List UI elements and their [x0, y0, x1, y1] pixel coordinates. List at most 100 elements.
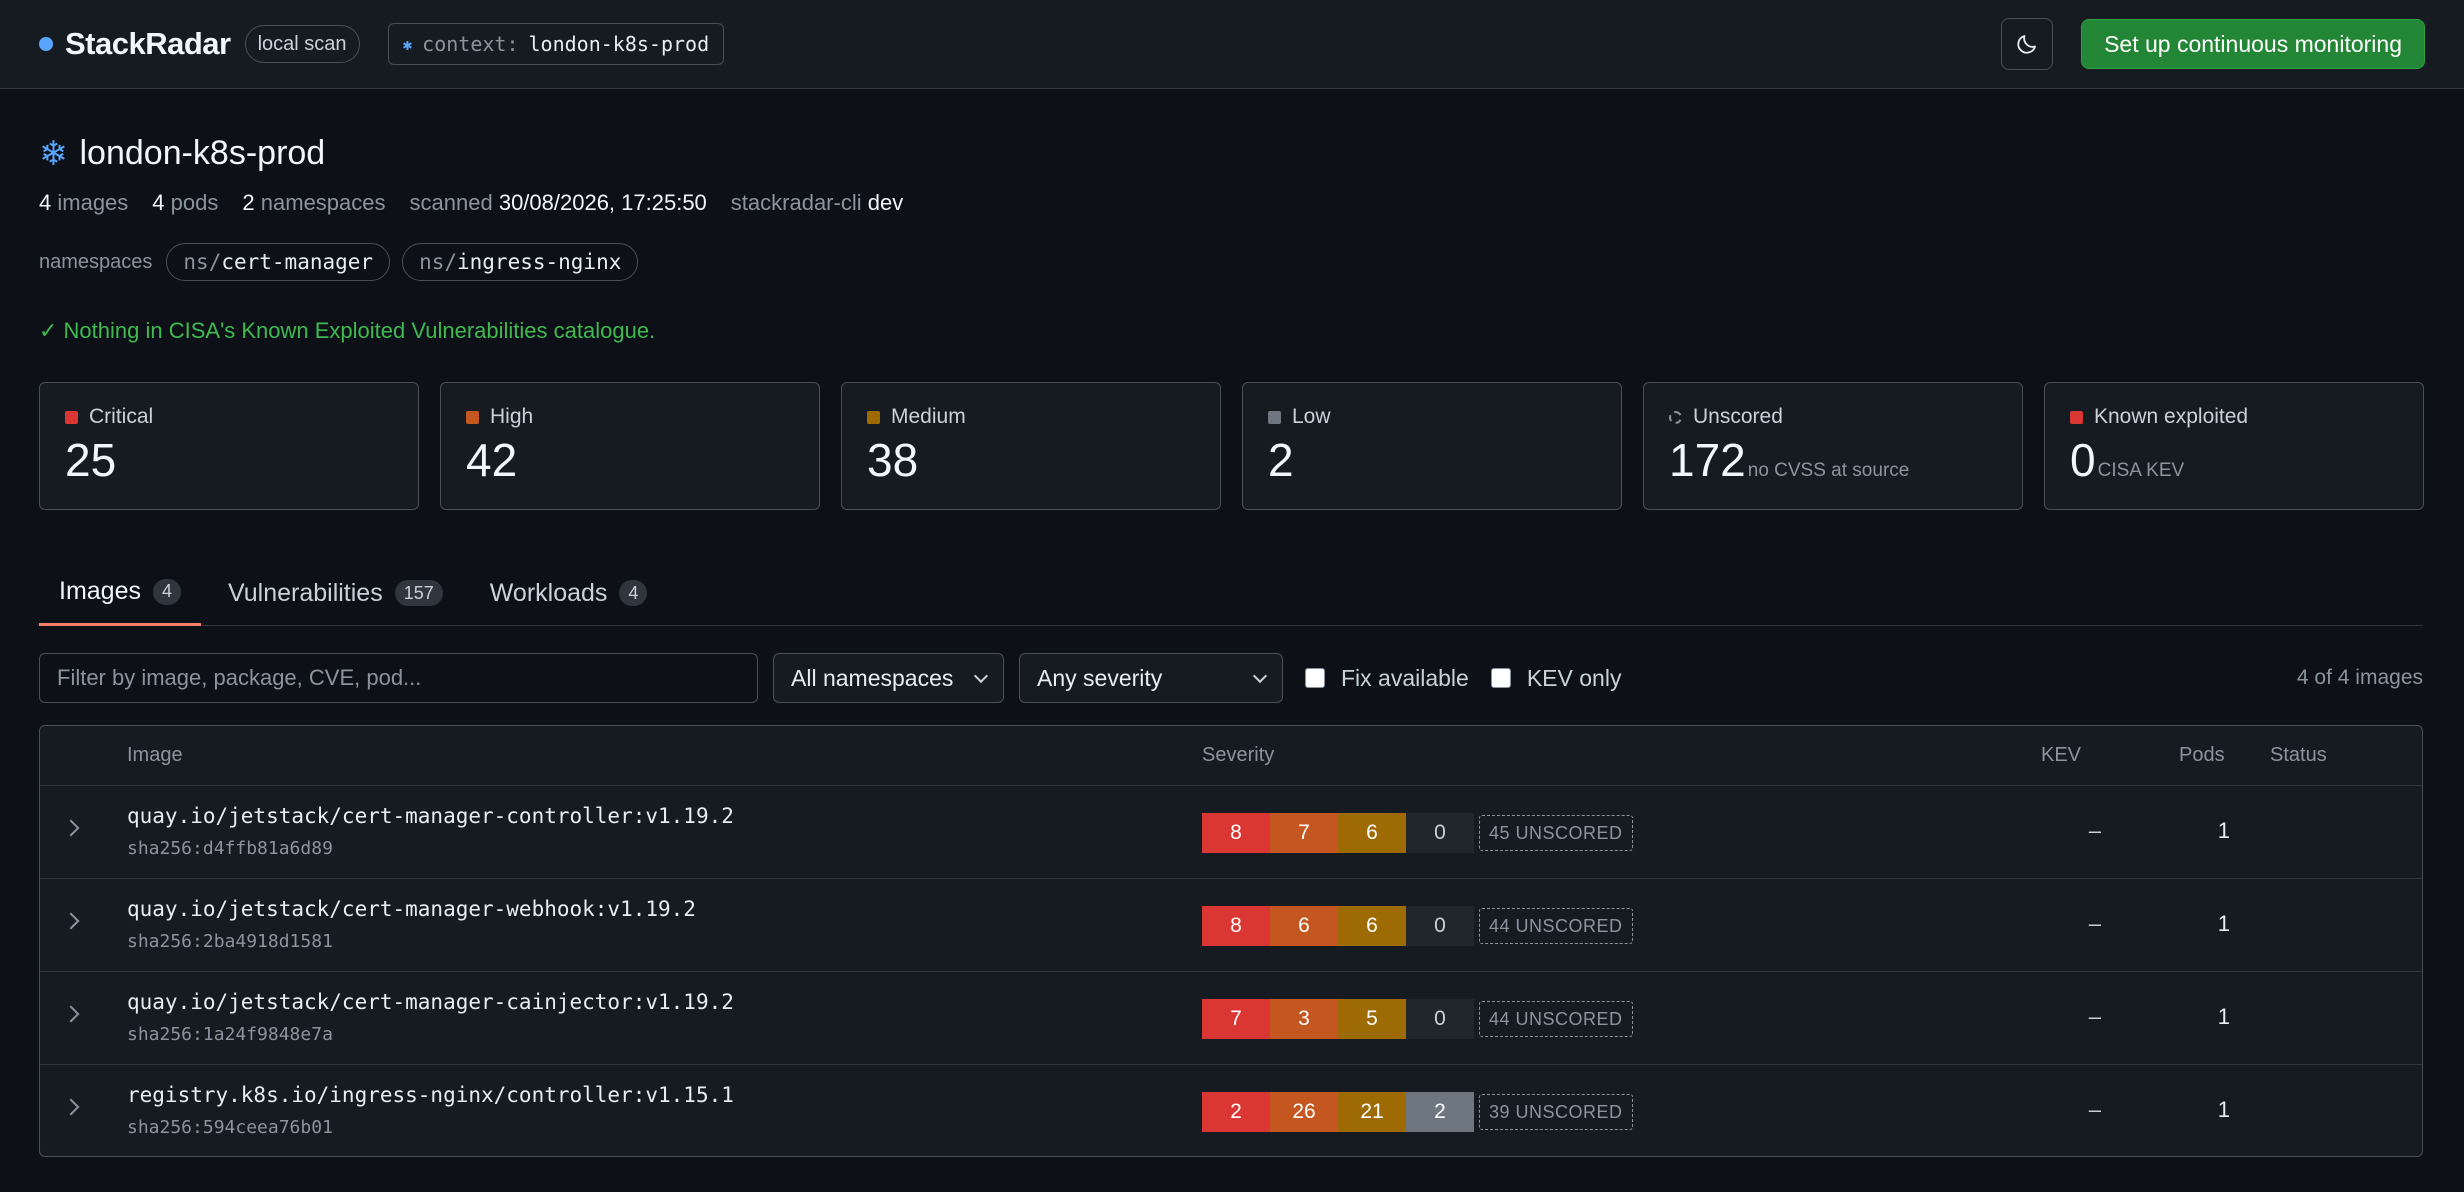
- search-input[interactable]: [39, 653, 758, 703]
- critical-swatch-icon: [65, 410, 78, 424]
- moon-icon: [2017, 35, 2036, 54]
- critical-count: 7: [1202, 999, 1270, 1039]
- pods-value: 1: [2217, 1004, 2230, 1029]
- context-pill[interactable]: ✱ context: london-k8s-prod: [387, 23, 725, 65]
- medium-count: 6: [1338, 906, 1406, 946]
- kev-swatch-icon: [2070, 410, 2083, 424]
- chevron-right-icon[interactable]: [62, 1005, 80, 1023]
- chevron-down-icon: [1252, 668, 1268, 683]
- image-name: registry.k8s.io/ingress-nginx/controller…: [127, 1083, 734, 1107]
- table-row[interactable]: quay.io/jetstack/cert-manager-cainjector…: [40, 972, 2422, 1065]
- high-count: 26: [1270, 1092, 1338, 1132]
- chevron-right-icon[interactable]: [62, 819, 80, 837]
- context-value: london-k8s-prod: [528, 32, 710, 56]
- low-count: 0: [1406, 813, 1474, 853]
- brand-name[interactable]: StackRadar: [65, 26, 231, 61]
- brand-dot-icon: [39, 37, 53, 51]
- high-count: 7: [1270, 813, 1338, 853]
- severity-select[interactable]: Any severity: [1019, 653, 1283, 703]
- low-count: 2: [1406, 1092, 1474, 1132]
- namespaces-row: namespaces ns/cert-manager ns/ingress-ng…: [39, 243, 650, 281]
- stat-card-critical[interactable]: Critical 25: [39, 382, 419, 510]
- critical-count: 2: [1202, 1092, 1270, 1132]
- table-row[interactable]: quay.io/jetstack/cert-manager-controller…: [40, 786, 2422, 879]
- kev-value: –: [2088, 818, 2101, 843]
- tab-images[interactable]: Images 4: [39, 560, 201, 626]
- column-severity[interactable]: Severity: [1202, 744, 1275, 766]
- meta-scanned: scanned 30/08/2026, 17:25:50: [409, 190, 707, 215]
- table-row[interactable]: registry.k8s.io/ingress-nginx/controller…: [40, 1065, 2422, 1156]
- page-title-row: ❄ london-k8s-prod: [39, 134, 325, 173]
- meta-cli: stackradar-cli dev: [730, 190, 904, 215]
- column-kev[interactable]: KEV: [2041, 744, 2082, 766]
- low-count: 0: [1406, 906, 1474, 946]
- image-digest: sha256:2ba4918d1581: [127, 931, 333, 952]
- high-count: 6: [1270, 906, 1338, 946]
- pods-value: 1: [2217, 1097, 2230, 1122]
- kev-value: –: [2088, 1004, 2101, 1029]
- setup-monitoring-button[interactable]: Set up continuous monitoring: [2081, 19, 2425, 69]
- kubernetes-icon: ✱: [402, 34, 413, 54]
- cluster-meta: 4 images 4 pods 2 namespaces scanned 30/…: [39, 190, 927, 216]
- table-row[interactable]: quay.io/jetstack/cert-manager-webhook:v1…: [40, 879, 2422, 972]
- images-table: Image Severity KEV Pods Status quay.io/j…: [39, 725, 2423, 1157]
- context-key: context:: [422, 32, 519, 56]
- severity-bar: 8 7 6 0 45 UNSCORED: [1202, 813, 1633, 853]
- chevron-down-icon: [973, 668, 989, 683]
- local-scan-badge: local scan: [244, 25, 360, 63]
- namespaces-label: namespaces: [39, 250, 153, 273]
- unscored-count: 45 UNSCORED: [1479, 815, 1633, 851]
- high-swatch-icon: [466, 410, 479, 424]
- table-header: Image Severity KEV Pods Status: [40, 726, 2422, 786]
- kev-value: –: [2088, 911, 2101, 936]
- stat-card-medium[interactable]: Medium 38: [841, 382, 1221, 510]
- top-header: StackRadar local scan ✱ context: london-…: [0, 0, 2464, 89]
- severity-bar: 7 3 5 0 44 UNSCORED: [1202, 999, 1633, 1039]
- checkbox-box[interactable]: [1490, 668, 1511, 688]
- column-image[interactable]: Image: [127, 744, 183, 766]
- filter-bar: All namespaces Any severity Fix availabl…: [39, 653, 2423, 703]
- fix-available-checkbox[interactable]: Fix available: [1305, 665, 1469, 692]
- pods-value: 1: [2217, 818, 2230, 843]
- stat-card-low[interactable]: Low 2: [1242, 382, 1622, 510]
- medium-count: 21: [1338, 1092, 1406, 1132]
- theme-toggle-button[interactable]: [2001, 18, 2054, 70]
- severity-stats: Critical 25 High 42 Medium 38 Low 2 Unsc…: [39, 382, 2424, 510]
- page-title: london-k8s-prod: [79, 134, 326, 172]
- result-count: 4 of 4 images: [2296, 666, 2423, 689]
- namespace-select[interactable]: All namespaces: [773, 653, 1004, 703]
- image-name: quay.io/jetstack/cert-manager-cainjector…: [127, 990, 734, 1014]
- medium-count: 6: [1338, 813, 1406, 853]
- chevron-right-icon[interactable]: [62, 912, 80, 930]
- severity-bar: 8 6 6 0 44 UNSCORED: [1202, 906, 1633, 946]
- critical-count: 8: [1202, 906, 1270, 946]
- tab-workloads[interactable]: Workloads 4: [470, 560, 668, 626]
- image-digest: sha256:594ceea76b01: [127, 1117, 333, 1138]
- view-tabs: Images 4 Vulnerabilities 157 Workloads 4: [39, 560, 2423, 626]
- image-name: quay.io/jetstack/cert-manager-webhook:v1…: [127, 897, 696, 921]
- tab-count: 157: [394, 580, 443, 606]
- low-count: 0: [1406, 999, 1474, 1039]
- image-digest: sha256:d4ffb81a6d89: [127, 838, 333, 859]
- low-swatch-icon: [1268, 410, 1281, 424]
- checkbox-box[interactable]: [1305, 668, 1325, 688]
- medium-count: 5: [1338, 999, 1406, 1039]
- medium-swatch-icon: [867, 410, 880, 424]
- namespace-chip[interactable]: ns/ingress-nginx: [402, 243, 639, 281]
- column-status[interactable]: Status: [2270, 744, 2327, 766]
- meta-pods: 4 pods: [152, 190, 219, 215]
- chevron-right-icon[interactable]: [62, 1098, 80, 1116]
- stat-card-known-exploited[interactable]: Known exploited 0 CISA KEV: [2044, 382, 2424, 510]
- unscored-count: 44 UNSCORED: [1479, 1001, 1633, 1037]
- kev-only-checkbox[interactable]: KEV only: [1490, 665, 1621, 692]
- column-pods[interactable]: Pods: [2179, 744, 2225, 766]
- stat-card-high[interactable]: High 42: [440, 382, 820, 510]
- stat-card-unscored[interactable]: Unscored 172 no CVSS at source: [1643, 382, 2023, 510]
- kev-status-message: ✓ Nothing in CISA's Known Exploited Vuln…: [39, 318, 656, 343]
- tab-vulnerabilities[interactable]: Vulnerabilities 157: [208, 560, 463, 626]
- high-count: 3: [1270, 999, 1338, 1039]
- meta-images: 4 images: [39, 190, 129, 215]
- tab-count: 4: [152, 578, 181, 605]
- meta-namespaces: 2 namespaces: [242, 190, 386, 215]
- namespace-chip[interactable]: ns/cert-manager: [166, 243, 391, 281]
